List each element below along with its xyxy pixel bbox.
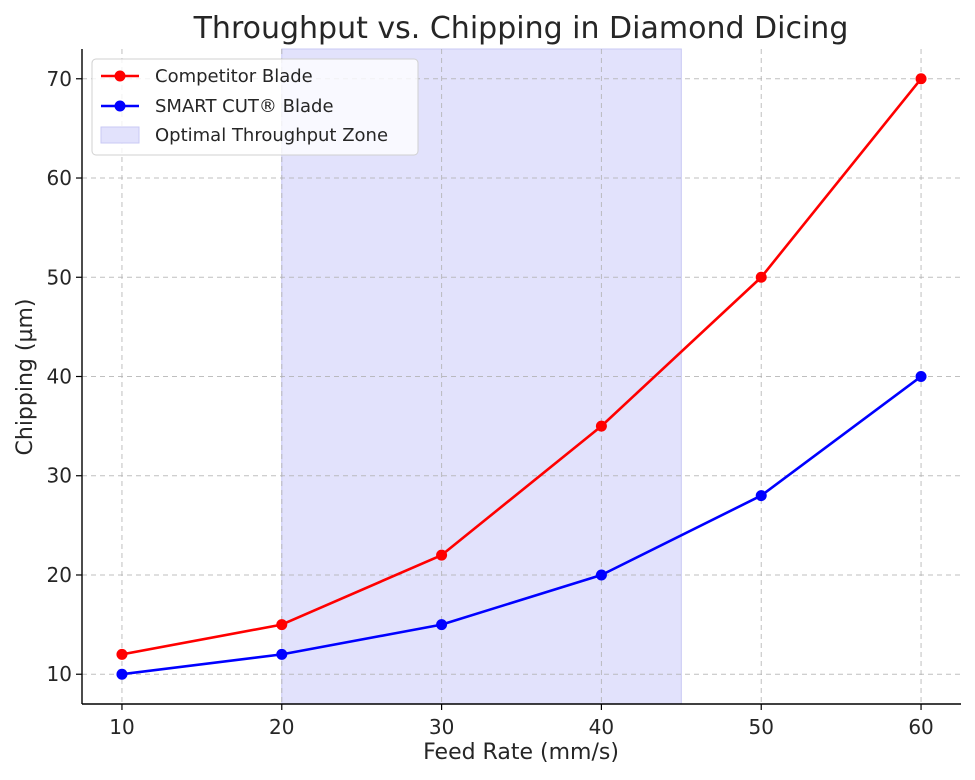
series-1-point — [915, 73, 927, 85]
series-1-point — [276, 619, 288, 631]
y-tick-label: 60 — [47, 166, 72, 190]
series-1-point — [116, 648, 128, 660]
y-tick-label: 50 — [47, 265, 72, 289]
legend-label-zone: Optimal Throughput Zone — [155, 125, 388, 146]
x-tick-label: 40 — [589, 715, 614, 739]
legend-label-2: SMART CUT® Blade — [155, 96, 334, 117]
y-axis-label: Chipping (µm) — [13, 299, 38, 456]
series-line-2 — [121, 375, 922, 676]
legend-marker-1 — [114, 70, 126, 82]
y-tick-label: 40 — [47, 365, 72, 389]
series-2-point — [116, 668, 128, 680]
series-2-point — [755, 490, 767, 502]
y-tick-label: 20 — [47, 563, 72, 587]
y-tick-label: 30 — [47, 464, 72, 488]
y-tick-label: 70 — [47, 67, 72, 91]
series-1-point — [755, 271, 767, 283]
series-2-point — [436, 619, 448, 631]
series-line-1 — [121, 77, 923, 656]
legend-zone-swatch — [100, 126, 140, 144]
x-tick-label: 60 — [908, 715, 933, 739]
y-tick-label: 10 — [47, 662, 72, 686]
legend-marker-2 — [114, 100, 126, 112]
x-tick-label: 10 — [109, 715, 134, 739]
legend-box — [91, 58, 419, 156]
x-tick-label: 20 — [269, 715, 294, 739]
legend: Competitor Blade SMART CUT® Blade Optimal … — [91, 58, 419, 156]
series-1-point — [436, 549, 448, 561]
series-2-point — [276, 648, 288, 660]
x-tick-label: 30 — [429, 715, 454, 739]
legend-label-1: Competitor Blade — [155, 66, 313, 87]
x-tick-label: 50 — [749, 715, 774, 739]
x-axis-label: Feed Rate (mm/s) — [423, 740, 619, 765]
series-2-point — [595, 569, 607, 581]
chart-title: Throughput vs. Chipping in Diamond Dicin… — [193, 11, 849, 46]
series-1-point — [595, 420, 607, 432]
series-2-point — [915, 371, 927, 382]
